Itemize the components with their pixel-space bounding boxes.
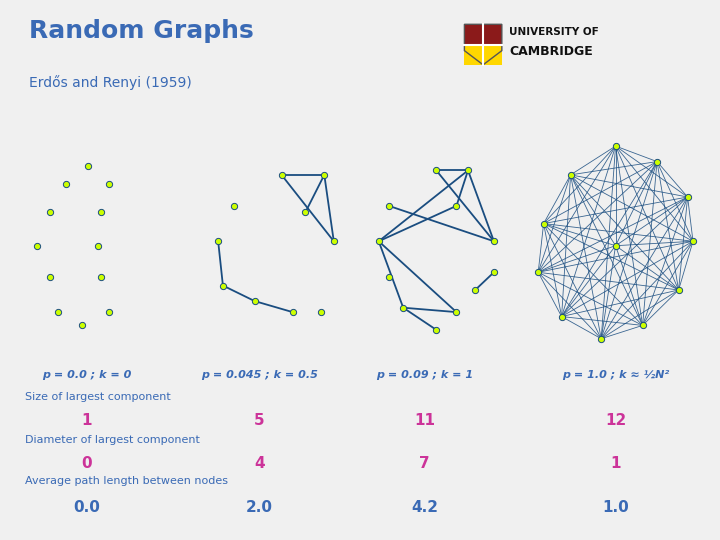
Text: UNIVERSITY OF: UNIVERSITY OF xyxy=(509,27,599,37)
Text: 2.0: 2.0 xyxy=(246,500,273,515)
Text: 1.0: 1.0 xyxy=(602,500,629,515)
Text: Random Graphs: Random Graphs xyxy=(29,19,253,43)
Text: p = 1.0 ; k ≈ ½N²: p = 1.0 ; k ≈ ½N² xyxy=(562,370,669,380)
Text: 0: 0 xyxy=(81,456,91,471)
Text: 12: 12 xyxy=(605,413,626,428)
Bar xyxy=(483,45,502,65)
Text: 5: 5 xyxy=(254,413,264,428)
Text: 11: 11 xyxy=(414,413,436,428)
Text: Average path length between nodes: Average path length between nodes xyxy=(25,476,228,487)
Text: Erdős and Renyi (1959): Erdős and Renyi (1959) xyxy=(29,76,192,90)
Text: CAMBRIDGE: CAMBRIDGE xyxy=(509,45,593,58)
Text: p = 0.0 ; k = 0: p = 0.0 ; k = 0 xyxy=(42,370,131,380)
Text: 0.0: 0.0 xyxy=(73,500,100,515)
Text: Size of largest component: Size of largest component xyxy=(25,392,171,402)
Text: 1: 1 xyxy=(81,413,91,428)
Bar xyxy=(483,24,502,45)
Text: p = 0.045 ; k = 0.5: p = 0.045 ; k = 0.5 xyxy=(201,370,318,380)
Text: 4: 4 xyxy=(254,456,264,471)
Text: p = 0.09 ; k = 1: p = 0.09 ; k = 1 xyxy=(377,370,473,380)
Text: Diameter of largest component: Diameter of largest component xyxy=(25,435,200,445)
Text: 1: 1 xyxy=(611,456,621,471)
Bar xyxy=(464,24,483,45)
Bar xyxy=(464,45,483,65)
Text: 4.2: 4.2 xyxy=(411,500,438,515)
Text: 7: 7 xyxy=(420,456,430,471)
